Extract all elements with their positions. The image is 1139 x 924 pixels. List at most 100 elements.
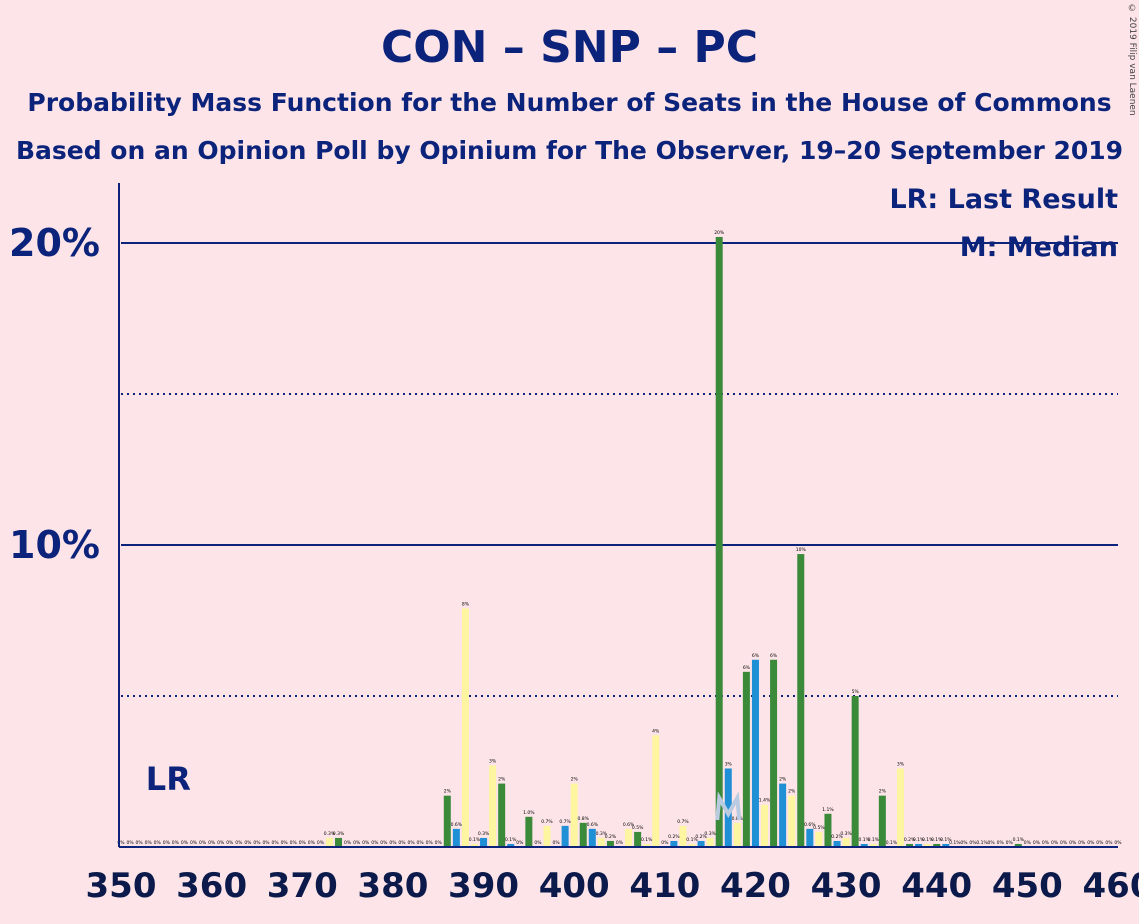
bar-data-label: 0% <box>1096 840 1104 846</box>
bar-data-label: 0% <box>290 840 298 846</box>
bar-data-label: 0% <box>190 840 198 846</box>
bar-data-label: 2% <box>779 777 787 783</box>
bar-data-label: 5% <box>852 689 860 695</box>
bar-seat-409 <box>652 735 660 847</box>
bar-seat-399 <box>561 825 569 847</box>
bar-data-label: 0% <box>181 840 189 846</box>
bar-data-label: 2% <box>498 777 506 783</box>
bar-data-label: 0% <box>516 840 524 846</box>
bar-seat-416 <box>715 236 723 847</box>
bar-data-label: 0% <box>1051 840 1059 846</box>
bar-data-label: 0.5% <box>813 825 825 831</box>
bar-data-label: 0% <box>988 840 996 846</box>
bar-data-label: 0% <box>253 840 261 846</box>
bar-data-label: 0.6% <box>623 822 635 828</box>
bar-data-label: 3% <box>897 761 905 767</box>
bar-data-label: 0% <box>362 840 370 846</box>
bar-data-label: 2% <box>879 789 887 795</box>
bar-data-label: 0% <box>126 840 134 846</box>
bar-data-label: 0% <box>154 840 162 846</box>
bar-data-label: 4% <box>652 728 660 734</box>
bar-data-label: 0.1% <box>868 837 880 843</box>
bar-data-label: 0% <box>299 840 307 846</box>
bar-data-label: 0.1% <box>641 837 653 843</box>
bar-data-label: 0% <box>960 840 968 846</box>
bar-data-label: 0% <box>552 840 560 846</box>
bar-seat-388 <box>461 608 469 847</box>
bar-seat-414 <box>697 840 705 847</box>
bar-data-label: 20% <box>714 230 725 236</box>
bar-data-label: 0.1% <box>1013 837 1025 843</box>
bar-data-label: 2% <box>444 789 452 795</box>
bar-seat-434 <box>878 795 886 847</box>
bar-data-label: 0% <box>117 840 125 846</box>
x-tick-label: 360 <box>176 866 247 906</box>
bar-seat-428 <box>824 813 832 847</box>
bar-data-label: 0% <box>371 840 379 846</box>
bar-data-label: 0.8% <box>578 816 590 822</box>
bar-data-label: 0% <box>661 840 669 846</box>
bar-data-label: 2% <box>788 789 796 795</box>
bar-seat-391 <box>489 765 497 847</box>
bar-seat-424 <box>788 795 796 847</box>
chart-title: CON – SNP – PC <box>380 22 759 73</box>
bar-seat-392 <box>498 783 506 847</box>
bar-data-label: 0% <box>969 840 977 846</box>
bar-seat-403 <box>597 837 605 847</box>
bar-data-label: 0.2% <box>668 834 680 840</box>
bar-seat-407 <box>634 831 642 847</box>
bar-seat-386 <box>443 795 451 847</box>
legend-last-result: LR: Last Result <box>889 184 1118 215</box>
copyright-note: © 2019 Filip van Laenen <box>1127 4 1137 116</box>
bar-data-label: 1.1% <box>822 807 834 813</box>
bar-data-label: 0% <box>235 840 243 846</box>
bar-data-label: 0% <box>417 840 425 846</box>
bar-data-label: 0.3% <box>478 831 490 837</box>
bar-data-label: 0.1% <box>505 837 517 843</box>
bar-data-label: 0% <box>380 840 388 846</box>
bar-data-label: 0.1% <box>858 837 870 843</box>
bar-data-label: 0.1% <box>976 840 988 846</box>
y-tick-label: 10% <box>9 523 100 567</box>
y-tick-label: 20% <box>9 221 100 265</box>
bar-data-label: 0% <box>1024 840 1032 846</box>
bar-data-label: 0.1% <box>931 837 943 843</box>
bar-seat-397 <box>543 825 551 847</box>
bar-data-label: 0% <box>389 840 397 846</box>
bar-data-label: 0.2% <box>605 834 617 840</box>
bar-data-label: 0% <box>145 840 153 846</box>
bar-seat-421 <box>761 804 769 847</box>
bar-data-label: 0.1% <box>922 837 934 843</box>
bar-data-label: 0% <box>1060 840 1068 846</box>
bar-seat-402 <box>588 828 596 847</box>
bar-seat-440 <box>933 843 941 847</box>
bar-data-label: 0.1% <box>913 837 925 843</box>
bar-seat-432 <box>860 843 868 847</box>
bar-data-label: 0% <box>1033 840 1041 846</box>
x-tick-label: 380 <box>357 866 428 906</box>
bar-data-label: 10% <box>796 547 807 553</box>
bar-data-label: 0% <box>398 840 406 846</box>
bar-seat-436 <box>896 768 904 847</box>
bar-data-label: 0% <box>997 840 1005 846</box>
x-tick-label: 370 <box>267 866 338 906</box>
x-tick-label: 420 <box>720 866 791 906</box>
bar-data-label: 0.3% <box>596 831 608 837</box>
bar-data-label: 3% <box>725 761 733 767</box>
bar-seat-423 <box>779 783 787 847</box>
bar-data-label: 0.5% <box>632 825 644 831</box>
bar-data-label: 0% <box>272 840 280 846</box>
x-tick-label: 410 <box>629 866 700 906</box>
x-tick-label: 430 <box>811 866 882 906</box>
bar-data-label: 0% <box>308 840 316 846</box>
bar-data-label: 0% <box>1078 840 1086 846</box>
bar-seat-401 <box>579 822 587 847</box>
bar-seat-415 <box>706 837 714 847</box>
bar-data-label: 0.3% <box>324 831 336 837</box>
bar-seat-426 <box>806 828 814 847</box>
bar-data-label: 3% <box>489 758 497 764</box>
bar-data-label: 0% <box>1006 840 1014 846</box>
bar-seat-418 <box>733 822 741 847</box>
bar-data-label: 0.1% <box>469 837 481 843</box>
bar-seat-431 <box>851 696 859 847</box>
